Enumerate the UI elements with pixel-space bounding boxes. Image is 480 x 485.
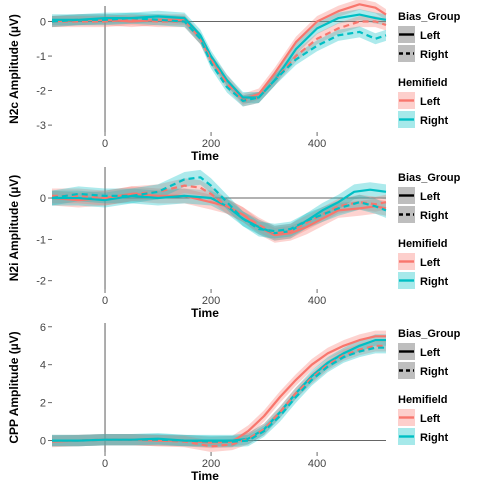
y-tick-label: -1 <box>36 234 46 246</box>
legend-label-bias-left: Left <box>420 30 441 42</box>
ribbon-left-left <box>52 331 386 449</box>
y-tick-label: 4 <box>40 360 46 372</box>
y-tick-label: -3 <box>36 120 46 132</box>
legend-label-hemifield-left: Left <box>420 413 441 425</box>
x-axis-title: Time <box>191 306 219 320</box>
legend-label-hemifield-right: Right <box>420 276 448 288</box>
y-axis-title: N2c Amplitude (µV) <box>7 14 21 124</box>
legend-title-hemifield: Hemifield <box>398 394 448 406</box>
y-tick-label: 0 <box>40 193 46 205</box>
x-axis-title: Time <box>191 149 219 163</box>
line-right-right <box>52 348 386 442</box>
y-tick-label: -2 <box>36 86 46 98</box>
y-axis-title: CPP Amplitude (µV) <box>7 331 21 443</box>
legend-label-bias-left: Left <box>420 191 441 203</box>
x-axis-title: Time <box>191 469 219 480</box>
legend-label-bias-left: Left <box>420 347 441 359</box>
x-tick-label: 400 <box>308 138 326 150</box>
x-tick-label: 0 <box>102 458 108 470</box>
legend-title-hemifield: Hemifield <box>398 77 448 89</box>
x-tick-label: 0 <box>102 295 108 307</box>
y-tick-label: -1 <box>36 51 46 63</box>
legend-label-bias-right: Right <box>420 210 448 222</box>
y-tick-label: 6 <box>40 322 46 334</box>
legend-label-hemifield-right: Right <box>420 115 448 127</box>
legend-title-bias-group: Bias_Group <box>398 328 461 340</box>
y-tick-label: 0 <box>40 436 46 448</box>
legend-label-hemifield-right: Right <box>420 432 448 444</box>
legend-label-hemifield-left: Left <box>420 96 441 108</box>
y-axis-title: N2i Amplitude (µV) <box>7 175 21 281</box>
x-tick-label: 400 <box>308 295 326 307</box>
y-tick-label: 2 <box>40 398 46 410</box>
legend-title-bias-group: Bias_Group <box>398 11 461 23</box>
ribbon-right-left <box>52 14 386 106</box>
legend-label-bias-right: Right <box>420 49 448 61</box>
legend-label-hemifield-left: Left <box>420 257 441 269</box>
legend-label-bias-right: Right <box>420 366 448 378</box>
x-tick-label: 400 <box>308 458 326 470</box>
x-tick-label: 0 <box>102 138 108 150</box>
legend-title-bias-group: Bias_Group <box>398 172 461 184</box>
y-tick-label: -2 <box>36 276 46 288</box>
legend-title-hemifield: Hemifield <box>398 238 448 250</box>
y-tick-label: 0 <box>40 17 46 29</box>
